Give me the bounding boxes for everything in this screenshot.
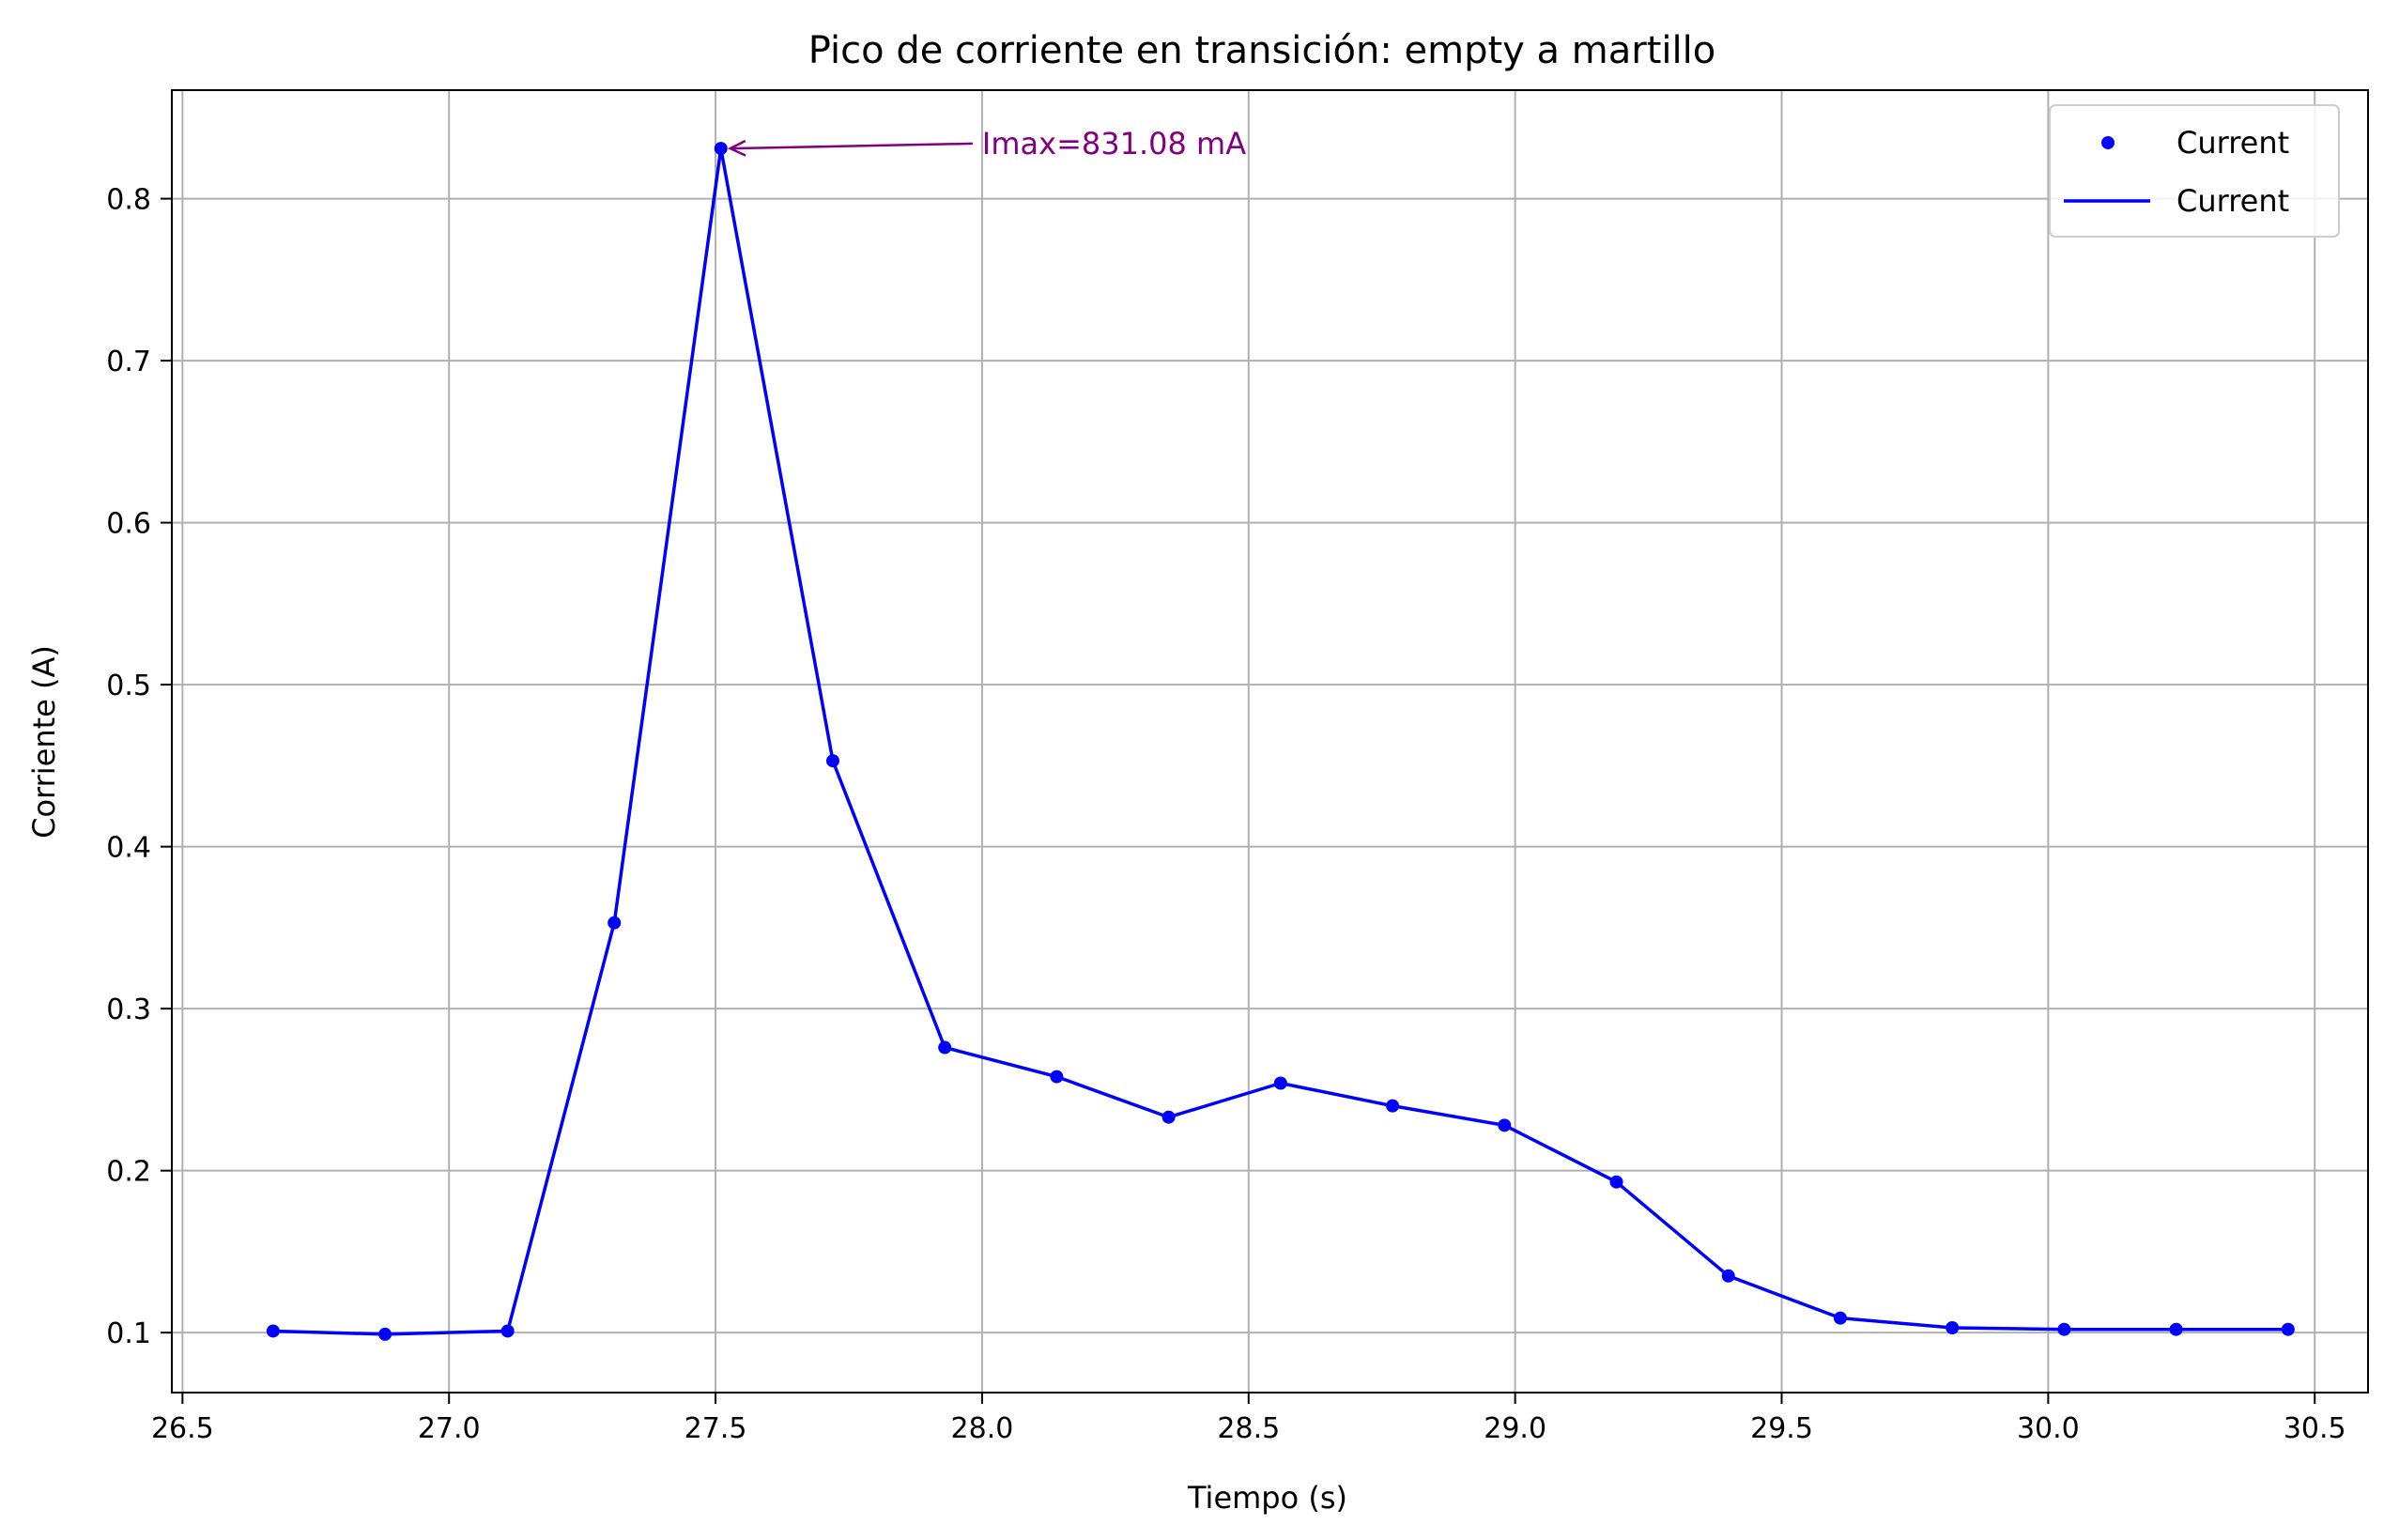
data-point	[2169, 1322, 2183, 1336]
data-point	[378, 1327, 392, 1341]
x-tick-label: 27.5	[684, 1412, 747, 1445]
series-line	[272, 146, 2288, 1336]
x-tick-label: 30.5	[2284, 1412, 2346, 1445]
axes: 26.5 27.0 27.5 28.0 28.5 29.0 29.5 30.0 30.5 0.1 0…	[106, 184, 2346, 1445]
data-point	[714, 142, 728, 156]
data-point	[500, 1324, 515, 1338]
data-point	[1609, 1175, 1623, 1189]
y-tick-label: 0.7	[106, 346, 151, 378]
x-tick-label: 29.0	[1484, 1412, 1546, 1445]
data-point	[938, 1040, 952, 1055]
data-point	[1946, 1320, 1960, 1334]
data-point	[2057, 1322, 2071, 1336]
x-tick-label: 28.5	[1217, 1412, 1280, 1445]
x-tick-label: 28.0	[951, 1412, 1014, 1445]
y-tick-label: 0.6	[106, 508, 151, 541]
data-point	[608, 916, 622, 930]
data-point	[266, 1324, 280, 1338]
legend-label-line: Current	[2176, 183, 2289, 219]
legend-marker-scatter	[2101, 136, 2115, 149]
data-point	[2281, 1322, 2295, 1336]
y-tick-label: 0.4	[106, 832, 151, 865]
plot-series	[266, 142, 2295, 1341]
annotation: Imax=831.08 mA	[727, 126, 1246, 162]
annotation-label: Imax=831.08 mA	[982, 126, 1246, 162]
x-tick-label: 29.5	[1750, 1412, 1813, 1445]
y-tick-label: 0.5	[106, 670, 151, 702]
data-point	[1050, 1070, 1064, 1084]
x-tick-label: 30.0	[2017, 1412, 2080, 1445]
y-tick-label: 0.8	[106, 184, 151, 217]
data-point	[1161, 1110, 1176, 1124]
y-tick-label: 0.3	[106, 993, 151, 1026]
annotation-arrow	[730, 142, 973, 150]
y-tick-label: 0.2	[106, 1156, 151, 1189]
plot-frame	[171, 89, 2369, 1394]
legend-box	[2049, 104, 2340, 238]
annotation-arrowhead	[727, 139, 746, 157]
data-point	[1498, 1118, 1512, 1132]
y-axis-title: Corriente (A)	[26, 645, 62, 839]
x-tick-label: 27.0	[418, 1412, 481, 1445]
x-tick-label: 26.5	[151, 1412, 214, 1445]
x-axis-title: Tiempo (s)	[1187, 1480, 1347, 1516]
legend: Current Current	[2049, 104, 2340, 238]
y-tick-label: 0.1	[106, 1317, 151, 1350]
data-point	[1386, 1099, 1400, 1113]
data-point	[1833, 1311, 1847, 1325]
legend-label-scatter: Current	[2176, 125, 2289, 161]
data-point	[1273, 1076, 1287, 1090]
chart-title: Pico de corriente en transición: empty a…	[808, 29, 1715, 72]
data-point	[825, 754, 839, 768]
data-point	[1721, 1269, 1735, 1283]
grid	[172, 90, 2368, 1393]
